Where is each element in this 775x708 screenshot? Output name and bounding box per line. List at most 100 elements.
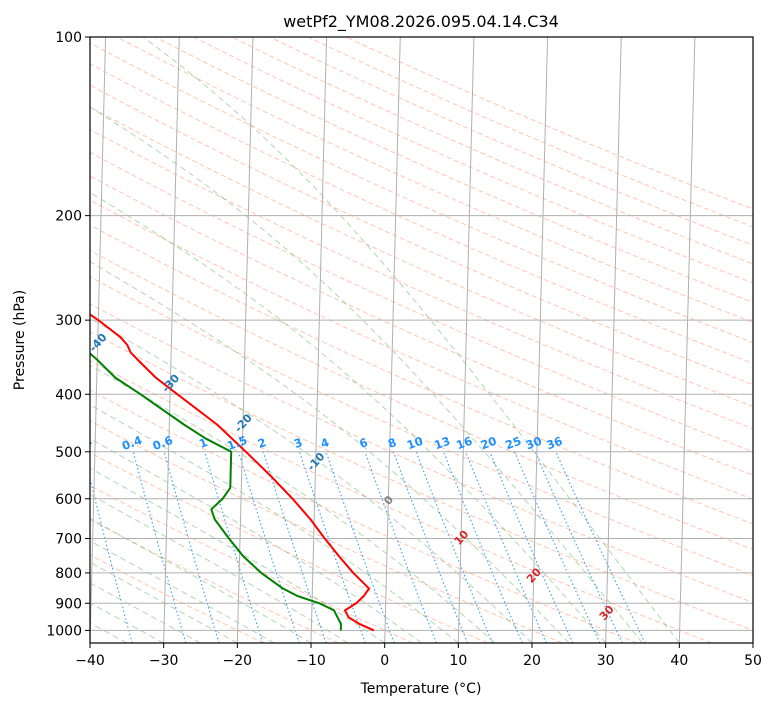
y-tick-label: 400 xyxy=(55,387,82,403)
mixing-ratio-label: 0.1 xyxy=(23,433,47,453)
isotherm-label: 20 xyxy=(524,565,544,585)
mixing-ratio-line xyxy=(237,451,300,643)
mixing-ratio-label: 13 xyxy=(432,434,452,453)
moist-adiabat xyxy=(90,364,496,643)
isotherm-label: 10 xyxy=(452,527,472,547)
y-tick-label: 900 xyxy=(55,596,82,612)
dry-adiabat xyxy=(90,151,753,453)
x-tick-label: 40 xyxy=(670,653,688,669)
mixing-ratio-label: 2 xyxy=(256,435,268,451)
mixing-ratio-labels: 0.1 0.2 0.4 0.6 1 1.5 2 3 4 6 8 10 13 16 20 25 30 36 xyxy=(23,433,564,453)
x-tick-label: 20 xyxy=(523,653,541,669)
mixing-ratio-line xyxy=(489,451,574,643)
isotherm-line xyxy=(384,37,401,643)
mixing-ratio-label: 4 xyxy=(319,435,331,451)
mixing-ratio-line xyxy=(204,451,264,643)
dry-adiabat xyxy=(307,37,753,228)
mixing-ratio-label: 0.2 xyxy=(70,433,94,453)
mixing-ratio-line xyxy=(298,451,366,643)
dry-adiabat xyxy=(90,452,488,643)
y-axis-label: Pressure (hPa) xyxy=(12,290,28,390)
moist-adiabat xyxy=(90,561,238,643)
x-tick-label: 10 xyxy=(449,653,467,669)
mixing-ratio-label: 30 xyxy=(524,434,544,453)
mixing-ratio-label: 1.5 xyxy=(225,433,249,453)
mixing-ratio-line xyxy=(392,451,469,643)
isotherm-label: -10 xyxy=(305,450,328,474)
moist-adiabat xyxy=(142,37,680,643)
isotherm-line xyxy=(752,623,753,643)
x-tick-label: −30 xyxy=(149,653,179,669)
dry-adiabats xyxy=(90,37,753,643)
dry-adiabat xyxy=(90,106,753,408)
x-axis-label: Temperature (°C) xyxy=(360,681,482,697)
y-tick-label: 1000 xyxy=(46,623,82,639)
moist-adiabat xyxy=(90,517,312,643)
isotherm-line xyxy=(605,37,622,643)
plot-frame xyxy=(89,36,754,644)
y-tick-label: 300 xyxy=(55,313,82,329)
isotherm-line xyxy=(457,37,475,643)
mixing-ratio-line xyxy=(262,451,327,643)
mixing-ratio-label: 6 xyxy=(357,435,369,451)
dry-adiabat xyxy=(90,84,753,386)
isotherm-line xyxy=(310,37,328,643)
mixing-ratio-label: 0.4 xyxy=(120,433,144,453)
mixing-ratio-line xyxy=(163,451,220,643)
moist-adiabat xyxy=(90,317,533,643)
isotherm-line xyxy=(90,37,107,643)
mixing-ratio-label: 8 xyxy=(386,435,398,451)
dry-adiabat xyxy=(90,224,753,525)
dry-adiabat xyxy=(90,175,753,476)
dry-adiabat xyxy=(345,37,753,210)
x-tick-label: 0 xyxy=(380,653,389,669)
isotherm-line xyxy=(236,37,254,643)
mixing-ratio-label: 0.6 xyxy=(151,433,175,453)
x-tick-label: −40 xyxy=(75,653,105,669)
y-tick-label: 800 xyxy=(55,566,82,582)
mixing-ratio-line xyxy=(364,451,437,643)
mixing-ratio-line xyxy=(514,451,601,643)
dry-adiabat xyxy=(90,331,753,631)
dry-adiabat xyxy=(90,484,414,643)
isotherm-label: 30 xyxy=(597,603,617,623)
pressure-gridlines xyxy=(90,37,753,631)
y-tick-label: 600 xyxy=(55,492,82,508)
moist-adiabat xyxy=(90,467,385,643)
mixing-ratio-label: 20 xyxy=(479,434,499,453)
dry-adiabat xyxy=(90,249,753,550)
dry-adiabat xyxy=(90,42,753,344)
mixing-ratio-label: 25 xyxy=(503,434,523,453)
temperature-profile xyxy=(90,313,375,632)
mixing-ratio-label: 10 xyxy=(405,434,425,453)
y-tick-label: 500 xyxy=(55,445,82,461)
dry-adiabat xyxy=(90,199,753,500)
x-tick-label: 30 xyxy=(597,653,615,669)
mixing-ratio-label: 3 xyxy=(292,435,304,451)
isotherm-label: 40 xyxy=(670,640,690,660)
isotherm-label: -30 xyxy=(159,371,182,395)
isotherm-line xyxy=(163,37,180,643)
dry-adiabat xyxy=(193,37,753,284)
moist-adiabat xyxy=(90,493,349,643)
dry-adiabat xyxy=(269,37,753,246)
profiles xyxy=(90,313,375,632)
mixing-ratio-label: 1 xyxy=(197,435,209,451)
dry-adiabat xyxy=(90,128,753,430)
mixing-ratio-label: 16 xyxy=(454,434,474,453)
isotherm-label: -20 xyxy=(232,411,255,435)
y-axis: 100 200 300 400 500 600 700 800 900 1000 xyxy=(46,30,90,639)
x-tick-label: −20 xyxy=(223,653,253,669)
y-tick-label: 100 xyxy=(55,30,82,46)
mixing-ratio-line xyxy=(132,451,187,643)
mixing-ratio-line xyxy=(442,451,523,643)
dry-adiabat xyxy=(90,420,563,643)
chart-title: wetPf2_YM08.2026.095.04.14.C34 xyxy=(283,12,559,32)
isotherm-line xyxy=(678,37,696,643)
moist-adiabat xyxy=(90,438,422,643)
dry-adiabat xyxy=(90,303,753,604)
moist-adiabat xyxy=(90,404,459,643)
x-axis: −40 −30 −20 −10 0 10 20 30 40 50 xyxy=(75,643,762,669)
isotherms xyxy=(90,37,753,643)
